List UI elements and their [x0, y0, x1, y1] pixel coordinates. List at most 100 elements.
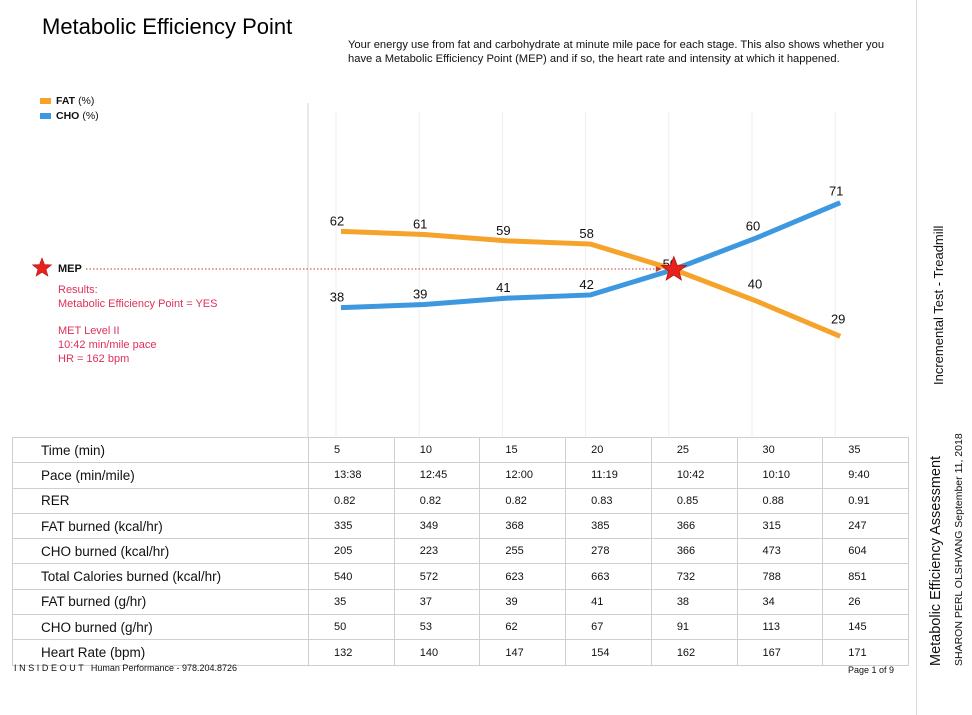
- legend-fat-unit: (%): [78, 94, 95, 107]
- table-cell: 35: [822, 436, 909, 464]
- series-line-fat: [340, 228, 842, 339]
- table-cell: 0.88: [736, 487, 824, 514]
- table-row: Pace (min/mile) 13:38 12:45 12:00 11:19 10:42…: [12, 462, 909, 489]
- table-cell: 368: [479, 512, 567, 540]
- data-label: 61: [413, 217, 427, 232]
- row-label: Pace (min/mile): [12, 462, 309, 489]
- table-cell: 140: [393, 639, 481, 666]
- table-cell: 10:10: [736, 462, 824, 489]
- chart-description: Your energy use from fat and carbohydrat…: [348, 39, 885, 65]
- table-cell: 473: [736, 538, 824, 565]
- table-cell: 50: [308, 614, 395, 641]
- test-type-text: Incremental Test - Treadmill: [931, 225, 946, 385]
- table-cell: 788: [736, 563, 824, 590]
- test-type-label: Incremental Test - Treadmill: [930, 210, 950, 385]
- table-cell: 663: [565, 563, 652, 590]
- table-cell: 171: [822, 639, 909, 666]
- series-line-cho: [340, 200, 842, 311]
- legend-cho-name: CHO: [56, 109, 80, 122]
- table-cell: 0.85: [650, 487, 738, 514]
- mep-legend-star-icon: [31, 257, 53, 277]
- table-row: Heart Rate (bpm) 132 140 147 154 162 167 171: [12, 639, 909, 666]
- stage-data-table: Time (min) 5 10 15 20 25 30 35 Pace (min/mile) 13…: [12, 436, 909, 666]
- report-title-label: Metabolic Efficiency Assessment: [926, 432, 950, 666]
- row-label: RER: [12, 487, 309, 514]
- table-cell: 39: [479, 588, 567, 616]
- row-label: FAT burned (kcal/hr): [12, 512, 309, 540]
- table-cell: 205: [308, 538, 395, 565]
- table-cell: 604: [822, 538, 909, 565]
- table-cell: 278: [565, 538, 652, 565]
- table-cell: 0.91: [822, 487, 909, 514]
- table-cell: 335: [308, 512, 395, 540]
- table-cell: 154: [565, 639, 652, 666]
- data-label: 38: [330, 290, 344, 305]
- table-cell: 385: [565, 512, 652, 540]
- data-label: 42: [579, 277, 593, 292]
- cho-swatch: [40, 112, 51, 119]
- table-cell: 15: [479, 436, 567, 464]
- results-line: MET Level II: [58, 325, 120, 337]
- table-cell: 255: [479, 538, 567, 565]
- legend: FAT (%) CHO (%): [40, 93, 99, 123]
- table-cell: 0.82: [479, 487, 567, 514]
- data-label: 39: [413, 286, 427, 301]
- table-cell: 25: [650, 436, 738, 464]
- table-row: CHO burned (kcal/hr) 205 223 255 278 366 473 60…: [12, 538, 909, 565]
- table-row: Total Calories burned (kcal/hr) 540 572 623…: [12, 563, 909, 590]
- table-cell: 67: [565, 614, 652, 641]
- table-cell: 113: [736, 614, 824, 641]
- table-cell: 41: [565, 588, 652, 616]
- table-cell: 0.82: [393, 487, 481, 514]
- data-label: 60: [746, 219, 760, 234]
- page-number: Page 1 of 9: [848, 665, 895, 675]
- table-cell: 12:00: [479, 462, 567, 489]
- table-cell: 851: [822, 563, 909, 590]
- results-line: 10:42 min/mile pace: [58, 339, 157, 351]
- table-cell: 162: [650, 639, 738, 666]
- data-label: 29: [831, 311, 845, 326]
- page-title: Metabolic Efficiency Point: [42, 14, 293, 39]
- client-date-label: SHARON PERL OLSHVANG September 11, 2018: [952, 418, 968, 666]
- table-cell: 11:19: [565, 462, 652, 489]
- mep-star-icon: [660, 255, 688, 281]
- table-cell: 167: [736, 639, 824, 666]
- footer-company: Human Performance - 978.204.8726: [90, 663, 238, 673]
- results-line: HR = 162 bpm: [58, 353, 130, 365]
- data-label: 59: [496, 223, 510, 238]
- results-line: Metabolic Efficiency Point = YES: [58, 298, 218, 310]
- table-cell: 62: [479, 614, 567, 641]
- table-cell: 366: [650, 512, 738, 540]
- table-row: FAT burned (kcal/hr) 335 349 368 385 366 315 24…: [12, 512, 909, 540]
- table-row: FAT burned (g/hr) 35 37 39 41 38 34 26: [12, 588, 909, 616]
- table-cell: 132: [308, 639, 395, 666]
- table-cell: 10: [393, 436, 481, 464]
- table-cell: 26: [822, 588, 909, 616]
- table-cell: 732: [650, 563, 738, 590]
- data-label: 41: [496, 280, 510, 295]
- table-cell: 315: [736, 512, 824, 540]
- table-row: RER 0.82 0.82 0.82 0.83 0.85 0.88 0.91: [12, 487, 909, 514]
- table-cell: 12:45: [393, 462, 481, 489]
- legend-fat-name: FAT: [56, 94, 76, 107]
- table-cell: 9:40: [822, 462, 909, 489]
- table-cell: 38: [650, 588, 738, 616]
- mep-arrowhead: [655, 266, 662, 272]
- row-label: Heart Rate (bpm): [12, 639, 309, 666]
- table-cell: 5: [308, 436, 395, 464]
- footer-brand: INSIDEOUT: [14, 663, 87, 673]
- table-cell: 34: [736, 588, 824, 616]
- table-cell: 145: [822, 614, 909, 641]
- results-line: Results:: [58, 284, 98, 296]
- table-cell: 540: [308, 563, 395, 590]
- table-cell: 0.83: [565, 487, 652, 514]
- results-spacer: [58, 311, 217, 324]
- data-label: 40: [748, 276, 762, 291]
- table-row: Time (min) 5 10 15 20 25 30 35: [12, 436, 909, 464]
- row-label: Time (min): [12, 436, 309, 464]
- legend-item-cho: CHO (%): [40, 108, 99, 123]
- table-cell: 572: [393, 563, 481, 590]
- table-cell: 623: [479, 563, 567, 590]
- footer: INSIDEOUT Human Performance - 978.204.87…: [14, 663, 237, 673]
